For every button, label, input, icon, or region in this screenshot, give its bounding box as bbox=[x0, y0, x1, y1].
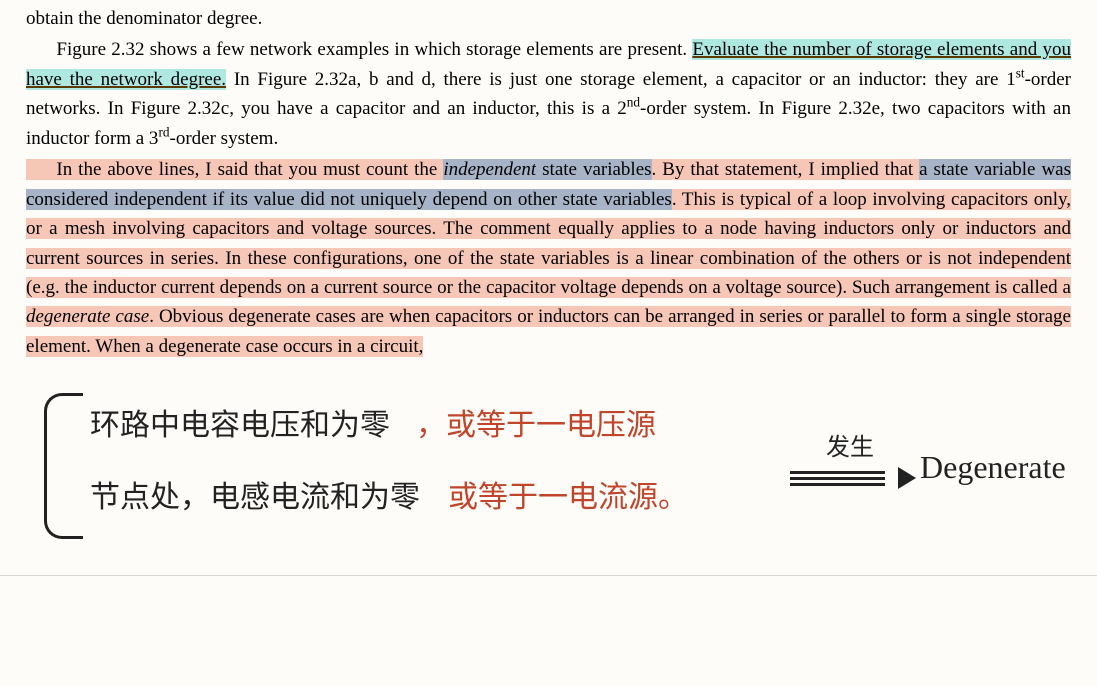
document-page: obtain the denominator degree. Figure 2.… bbox=[0, 0, 1097, 361]
brace-bracket bbox=[44, 393, 83, 539]
ordinal: st bbox=[1016, 66, 1025, 81]
highlight-pink: In the above lines, I said that you must… bbox=[26, 159, 1071, 357]
text: In the above lines, I said that you must… bbox=[56, 159, 443, 180]
arrow-group: 发生 bbox=[790, 430, 910, 487]
paragraph-2: In the above lines, I said that you must… bbox=[26, 155, 1071, 361]
highlight-blue-italic: independent bbox=[443, 159, 536, 180]
note-result: Degenerate bbox=[920, 443, 1066, 493]
paragraph-tail: obtain the denominator degree. bbox=[26, 4, 1071, 33]
text: -order system. bbox=[170, 128, 279, 149]
note-line2-black: 节点处，电感电流和为零 bbox=[90, 475, 420, 522]
text: In Figure 2.32a, b and d, there is just … bbox=[226, 69, 1016, 90]
text: Figure 2.32 shows a few network examples… bbox=[56, 39, 692, 60]
arrow-label: 发生 bbox=[790, 430, 910, 467]
text: obtain the denominator degree. bbox=[26, 8, 262, 29]
ordinal: rd bbox=[158, 124, 169, 139]
highlight-blue: state variables bbox=[536, 159, 651, 180]
note-line1-red: ，或等于一电压源 bbox=[416, 403, 656, 450]
arrow-icon bbox=[790, 469, 910, 487]
text: . Obvious degenerate cases are when capa… bbox=[26, 306, 1071, 356]
ordinal: nd bbox=[627, 95, 640, 110]
text: . By that statement, I implied that bbox=[652, 159, 920, 180]
note-line1-black: 环路中电容电压和为零 bbox=[90, 403, 390, 450]
note-line2-red: 或等于一电流源。 bbox=[448, 475, 688, 522]
italic-term: degenerate case bbox=[26, 306, 149, 327]
handwritten-notes: 环路中电容电压和为零 ，或等于一电压源 节点处，电感电流和为零 或等于一电流源。… bbox=[0, 375, 1097, 576]
paragraph-1: Figure 2.32 shows a few network examples… bbox=[26, 35, 1071, 153]
